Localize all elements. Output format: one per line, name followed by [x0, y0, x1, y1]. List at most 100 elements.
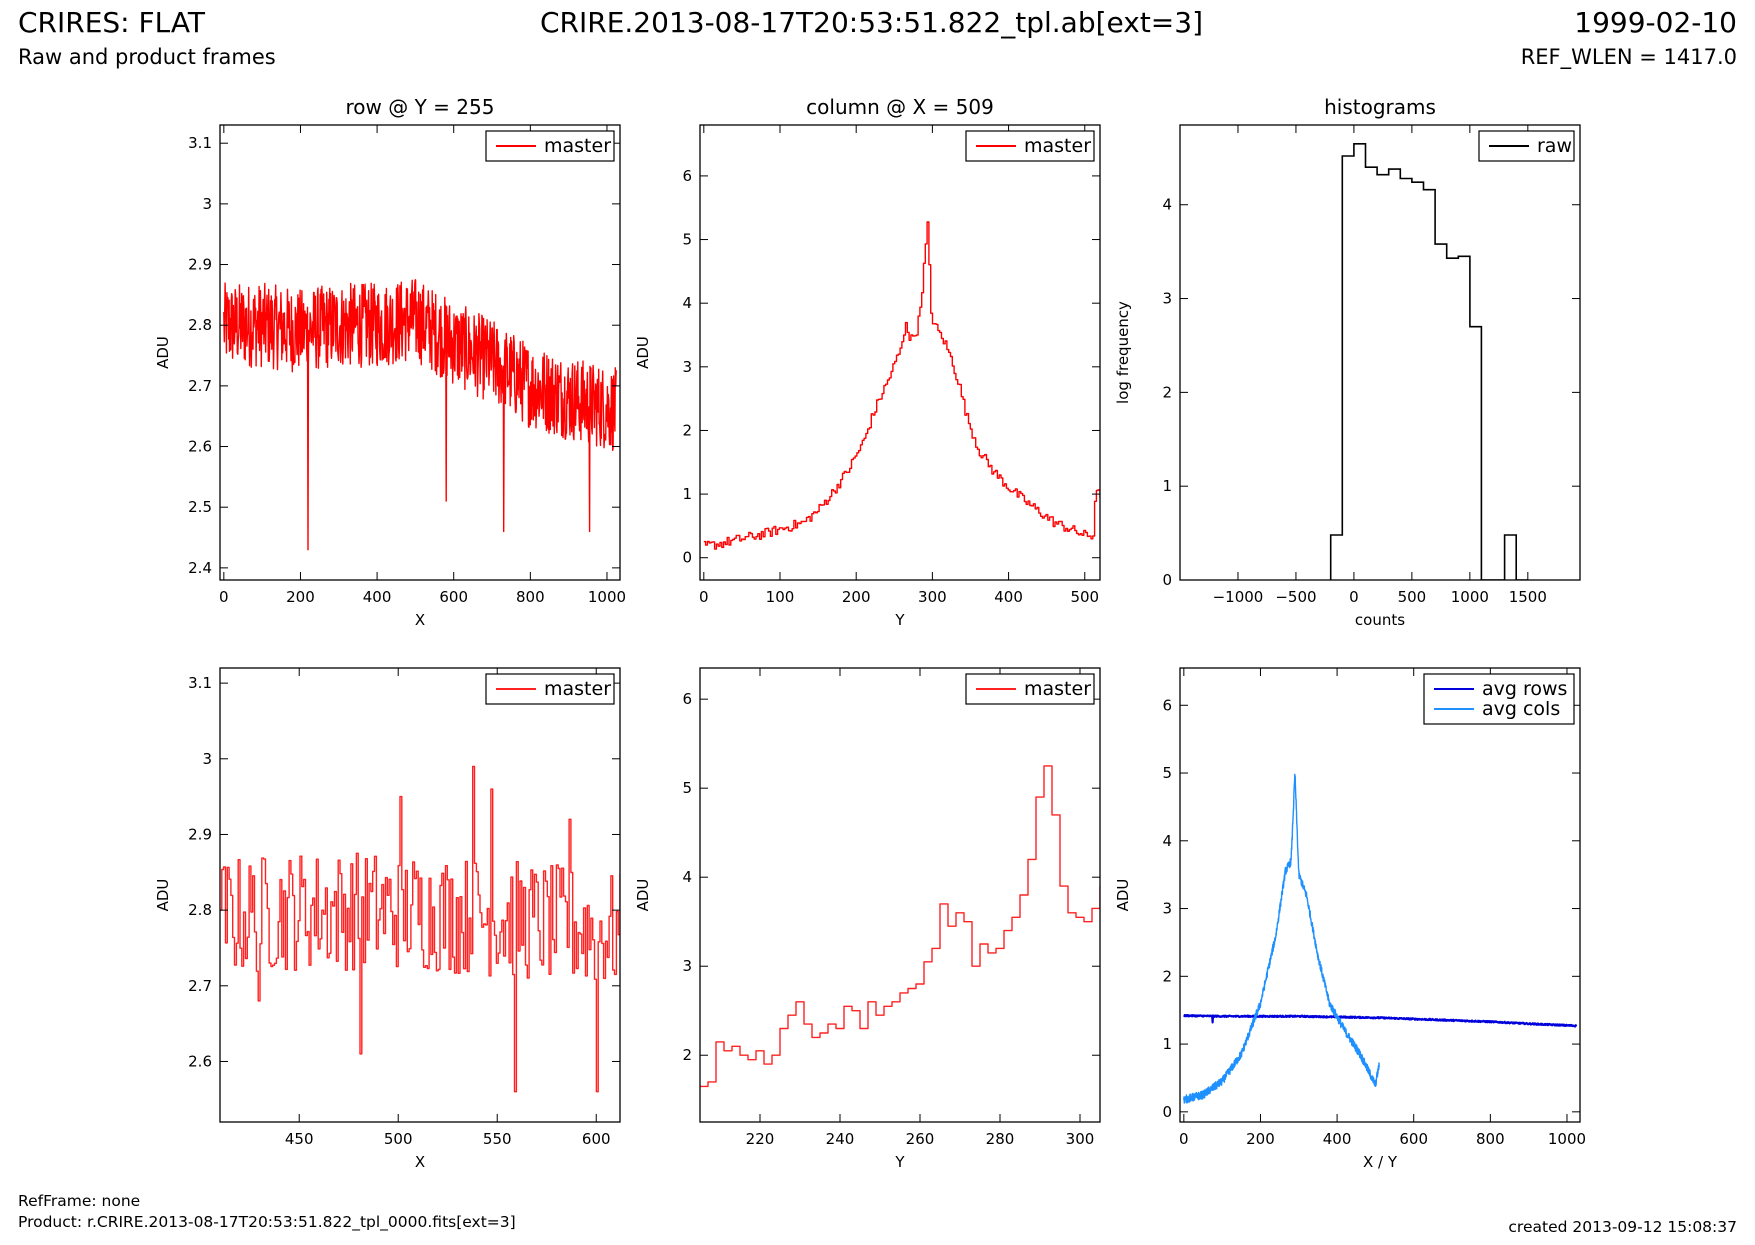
y-tick-label: 2.8	[188, 901, 212, 919]
x-tick-label: 0	[1179, 1130, 1189, 1148]
ref-wlen: REF_WLEN = 1417.0	[1520, 45, 1737, 69]
x-tick-label: 500	[1070, 588, 1099, 606]
x-axis-label: X	[415, 1153, 425, 1171]
x-axis-label: X / Y	[1363, 1153, 1398, 1171]
x-tick-label: 450	[285, 1130, 314, 1148]
chart-panel-1: 0 200 400 600 800 1000 2.4 2.5 2.6 2.7 2.8 2.9 3 3.1 X…	[154, 95, 626, 629]
y-tick-label: 2	[682, 1046, 692, 1064]
y-tick-label: 2.5	[188, 498, 212, 516]
created-note: created 2013-09-12 15:08:37	[1508, 1218, 1737, 1236]
legend-label: master	[544, 678, 611, 700]
legend-label: master	[544, 135, 611, 157]
x-axis-label: X	[415, 611, 425, 629]
x-axis-label: Y	[894, 611, 905, 629]
chart-title: histograms	[1324, 95, 1436, 119]
chart-title: row @ Y = 255	[346, 95, 495, 119]
plot-frame	[1179, 124, 1581, 581]
legend: master	[965, 673, 1095, 705]
x-tick-label: 0	[699, 588, 709, 606]
y-tick-label: 2.6	[188, 438, 212, 456]
y-axis-label: ADU	[634, 879, 652, 912]
y-tick-label: 2.4	[188, 559, 212, 577]
x-tick-label: 1500	[1509, 588, 1547, 606]
plot-frame	[219, 667, 621, 1123]
y-axis-label: ADU	[634, 336, 652, 369]
y-tick-label: 4	[1162, 832, 1172, 850]
chart-panel-5: 220 240 260 280 300 2 3 4 5 6 Y ADU master	[634, 667, 1101, 1171]
page-subtitle: Raw and product frames	[18, 45, 276, 69]
legend-box	[1423, 673, 1575, 725]
x-tick-label: 200	[286, 588, 315, 606]
y-tick-label: 2	[682, 421, 692, 439]
series-master-line	[703, 221, 1100, 550]
x-tick-label: 200	[1246, 1130, 1275, 1148]
y-tick-label: 3	[1162, 900, 1172, 918]
x-tick-label: 1000	[588, 588, 626, 606]
y-tick-label: 3	[682, 957, 692, 975]
y-tick-label: 0	[1162, 1103, 1172, 1121]
x-tick-label: 400	[1323, 1130, 1352, 1148]
y-tick-label: 6	[1162, 696, 1172, 714]
x-tick-label: 600	[582, 1130, 611, 1148]
legend-label: master	[1024, 678, 1091, 700]
y-tick-label: 0	[1162, 571, 1172, 589]
x-tick-label: 280	[986, 1130, 1015, 1148]
y-tick-label: 1	[1162, 477, 1172, 495]
y-tick-label: 3	[1162, 290, 1172, 308]
legend-label: avg cols	[1482, 698, 1560, 720]
legend-label: raw	[1537, 135, 1572, 157]
x-tick-label: 600	[1399, 1130, 1428, 1148]
y-tick-label: 4	[1162, 196, 1172, 214]
x-tick-label: 800	[1476, 1130, 1505, 1148]
y-tick-label: 3.1	[188, 674, 212, 692]
chart-panel-6: 0 200 400 600 800 1000 0 1 2 3 4 5 6 X / Y ADU avg rows…	[1114, 667, 1586, 1171]
x-tick-label: 400	[363, 588, 392, 606]
x-tick-label: 260	[906, 1130, 935, 1148]
x-tick-label: 0	[1349, 588, 1359, 606]
y-tick-label: 2.9	[188, 825, 212, 843]
y-tick-label: 1	[682, 485, 692, 503]
x-tick-label: 220	[746, 1130, 775, 1148]
x-tick-label: 0	[219, 588, 229, 606]
y-tick-label: 3	[682, 358, 692, 376]
series-raw-line	[1329, 143, 1528, 580]
x-tick-label: 300	[918, 588, 947, 606]
chart-panel-4: 450 500 550 600 2.6 2.7 2.8 2.9 3 3.1 X ADU master	[154, 667, 621, 1171]
x-tick-label: 1000	[1548, 1130, 1586, 1148]
x-tick-label: 550	[483, 1130, 512, 1148]
plot-frame	[1179, 667, 1581, 1123]
legend-label: master	[1024, 135, 1091, 157]
y-tick-label: 3	[202, 750, 212, 768]
y-axis-label: ADU	[154, 336, 172, 369]
chart-panel-3: −1000 −500 0 500 1000 1500 0 1 2 3 4 counts log freq…	[1114, 95, 1581, 629]
legend: master	[485, 130, 615, 162]
plot-frame	[699, 124, 1101, 581]
page-title: CRIRES: FLAT	[18, 6, 205, 39]
y-axis-label: ADU	[1114, 879, 1132, 912]
observation-date: 1999-02-10	[1574, 6, 1737, 39]
plot-frame	[699, 667, 1101, 1123]
refframe-note: RefFrame: none	[18, 1192, 141, 1210]
y-tick-label: 2.9	[188, 256, 212, 274]
series-avg-rows-line	[1183, 1014, 1578, 1028]
y-tick-label: 6	[682, 167, 692, 185]
chart-title: column @ X = 509	[806, 95, 994, 119]
x-tick-label: 300	[1066, 1130, 1095, 1148]
y-tick-label: 4	[682, 868, 692, 886]
x-tick-label: 500	[1398, 588, 1427, 606]
x-tick-label: −1000	[1213, 588, 1264, 606]
series-master-line	[700, 765, 1100, 1088]
x-tick-label: 240	[826, 1130, 855, 1148]
x-tick-label: −500	[1275, 588, 1316, 606]
y-tick-label: 0	[682, 549, 692, 567]
legend: master	[485, 673, 615, 705]
file-name: CRIRE.2013-08-17T20:53:51.822_tpl.ab[ext…	[540, 6, 1204, 39]
x-tick-label: 100	[766, 588, 795, 606]
chart-panel-2: 0 100 200 300 400 500 0 1 2 3 4 5 6 Y ADU column @ X = …	[634, 95, 1101, 629]
legend: raw	[1478, 130, 1575, 162]
y-axis-label: log frequency	[1114, 301, 1132, 404]
x-axis-label: Y	[894, 1153, 905, 1171]
y-tick-label: 2.7	[188, 377, 212, 395]
